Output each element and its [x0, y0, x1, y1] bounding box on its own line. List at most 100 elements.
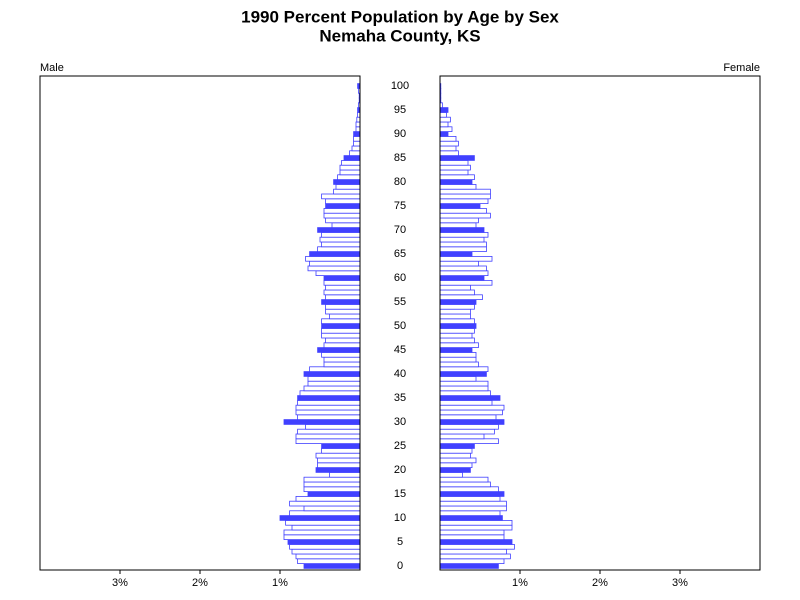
age-label: 15 [394, 488, 406, 500]
legend-female: Female [723, 62, 760, 74]
bar [439, 246, 487, 253]
bar [305, 255, 361, 262]
bar [439, 251, 473, 257]
bar [309, 260, 361, 267]
bar [295, 495, 361, 502]
bar [309, 251, 361, 257]
x-tick-label: 1% [272, 577, 288, 589]
bar [303, 486, 361, 492]
bar [439, 534, 505, 540]
bar [439, 399, 493, 406]
bar [439, 375, 477, 382]
bar [337, 174, 361, 181]
bar [325, 337, 361, 344]
bar [439, 159, 469, 166]
bar [307, 375, 361, 382]
bar [295, 409, 361, 416]
bar [439, 515, 503, 521]
bar [439, 366, 489, 372]
bar [317, 457, 361, 464]
bar [439, 404, 505, 411]
bar [439, 207, 487, 214]
bar [287, 539, 361, 545]
bar [439, 553, 511, 560]
age-label: 20 [394, 464, 406, 476]
bar [291, 524, 361, 531]
bar [297, 395, 361, 401]
bar [439, 260, 479, 267]
bar [439, 361, 479, 368]
bar [439, 529, 505, 536]
bar [331, 222, 361, 229]
age-label: 40 [394, 368, 406, 380]
bar [439, 140, 459, 147]
bar [439, 486, 499, 492]
bar [439, 303, 475, 310]
bar [309, 366, 361, 372]
bar [289, 510, 361, 516]
bar [323, 342, 361, 348]
bar [439, 169, 469, 176]
bar [285, 520, 361, 526]
bar [439, 347, 473, 353]
bar [333, 179, 361, 185]
bar [353, 131, 361, 137]
bar [439, 294, 483, 300]
bar [335, 183, 361, 190]
bar [439, 289, 475, 296]
bar [439, 500, 507, 507]
age-label: 10 [394, 512, 406, 524]
bar [439, 131, 449, 137]
bar [439, 467, 471, 473]
bar [329, 313, 361, 320]
bar [439, 318, 475, 324]
bar [341, 159, 361, 166]
bar [439, 428, 495, 435]
bar [439, 409, 503, 416]
bar [439, 241, 487, 248]
bar [439, 524, 513, 531]
bar [439, 395, 501, 401]
bar [439, 342, 479, 348]
bar [439, 212, 491, 219]
bar [439, 179, 473, 185]
bar [307, 265, 361, 272]
bar [439, 121, 449, 128]
bar [321, 193, 361, 200]
bar [295, 433, 361, 440]
x-tick-label: 2% [592, 577, 608, 589]
bar [291, 548, 361, 555]
bar [325, 294, 361, 300]
bar [439, 371, 487, 377]
bar [323, 356, 361, 363]
bar [333, 188, 361, 195]
bar [295, 404, 361, 411]
bar [439, 462, 473, 468]
bar [323, 279, 361, 286]
x-tick-label: 3% [112, 577, 128, 589]
bar [439, 279, 493, 286]
bar [439, 227, 485, 233]
bar [297, 414, 361, 420]
bar [299, 390, 361, 396]
bar [317, 227, 361, 233]
bar [283, 419, 361, 425]
bar [325, 284, 361, 291]
bar [321, 241, 361, 248]
bar [303, 371, 361, 377]
bar [315, 467, 361, 473]
bar [303, 476, 361, 483]
bar [325, 198, 361, 205]
bar [303, 563, 361, 569]
bar [439, 356, 477, 363]
bar [349, 150, 361, 157]
bar [439, 270, 489, 276]
bar [319, 236, 361, 243]
bar [439, 510, 501, 516]
bar [439, 299, 477, 305]
bar [439, 222, 477, 229]
bar [321, 351, 361, 358]
bar [323, 289, 361, 296]
